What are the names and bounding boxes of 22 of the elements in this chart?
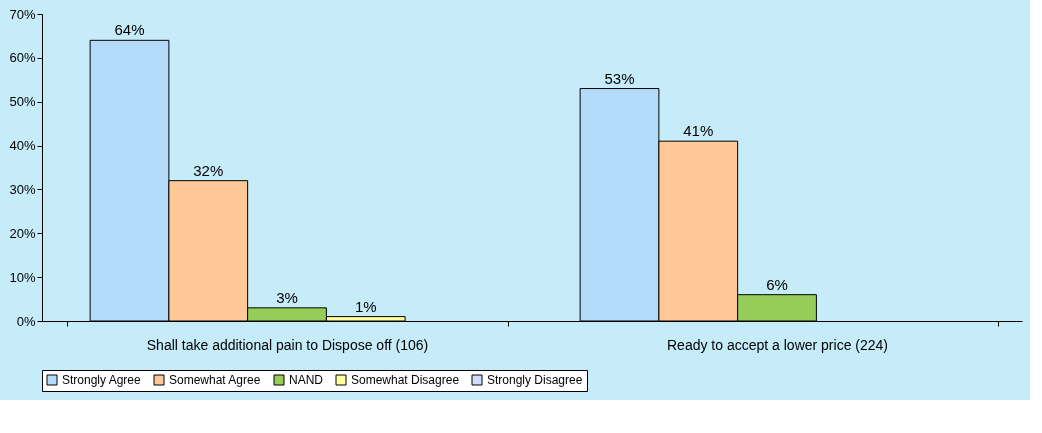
y-tick-label: 50% <box>9 94 36 110</box>
y-tick-label: 20% <box>9 225 36 241</box>
data-label: 3% <box>276 288 298 306</box>
legend-label: Somewhat Disagree <box>351 373 460 387</box>
data-label: 32% <box>193 161 224 179</box>
y-tick-label: 40% <box>9 138 36 154</box>
y-tick-label: 70% <box>9 6 36 22</box>
y-tick-label: 60% <box>9 50 36 66</box>
legend-label: Strongly Disagree <box>487 373 583 387</box>
y-tick-label: 30% <box>9 181 36 197</box>
data-label: 53% <box>604 69 635 87</box>
data-label: 1% <box>354 297 377 315</box>
data-label: 64% <box>114 21 145 39</box>
legend-label: Somewhat Agree <box>169 373 261 387</box>
x-tick-label: Shall take additional pain to Dispose off (106) <box>146 336 429 353</box>
y-tick-label: 10% <box>9 269 36 285</box>
data-label: 41% <box>683 122 714 140</box>
data-label: 6% <box>766 275 788 293</box>
legend-label: Strongly Agree <box>62 373 142 387</box>
legend-label: NAND <box>289 373 324 387</box>
y-tick-label: 0% <box>16 313 36 329</box>
x-tick-label: Ready to accept a lower price (224) <box>667 336 888 353</box>
